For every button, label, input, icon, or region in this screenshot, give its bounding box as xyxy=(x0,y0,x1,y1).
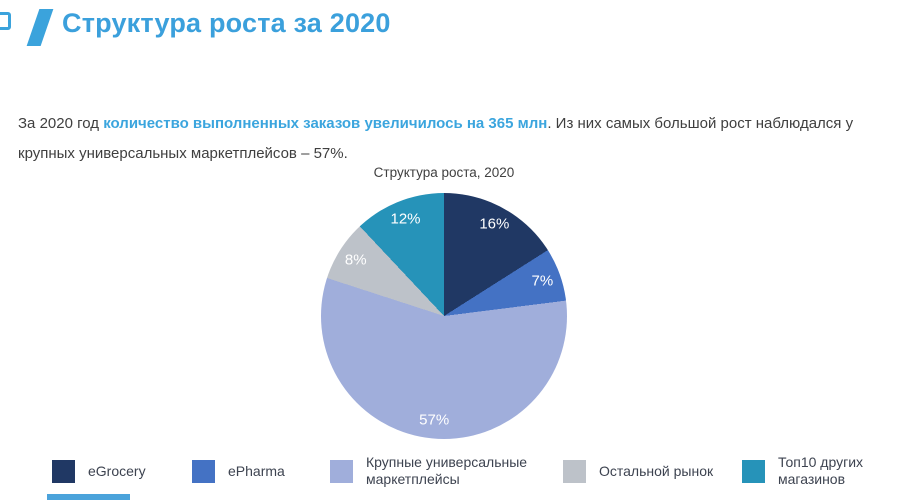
legend-swatch xyxy=(330,459,353,483)
page-title: Структура роста за 2020 xyxy=(62,8,391,38)
legend: eGrocery ePharma Крупные универсальные мар… xyxy=(0,448,900,500)
pie-slice-label: 57% xyxy=(419,411,450,429)
chart-title: Структура роста, 2020 xyxy=(373,165,515,180)
pie-slice-label: 16% xyxy=(479,215,510,233)
legend-label: Топ10 других магазинов xyxy=(778,454,864,487)
slash-icon xyxy=(26,9,54,46)
legend-item: Крупные универсальные маркетплейсы xyxy=(330,448,551,494)
legend-swatch xyxy=(52,459,75,483)
intro-text-after: . Из них самых большой рост наблюдался у… xyxy=(18,115,854,162)
legend-item: Топ10 других магазинов xyxy=(742,448,896,494)
intro-text: За 2020 год количество выполненных заказ… xyxy=(18,109,884,169)
legend-label: Крупные универсальные маркетплейсы xyxy=(366,454,528,487)
legend-label: Остальной рынок xyxy=(599,462,714,479)
pie-chart: 16% 7% 57% 8% 12% xyxy=(321,193,567,439)
legend-swatch xyxy=(742,459,765,483)
pie-slice-label: 8% xyxy=(344,251,367,269)
legend-item: eGrocery xyxy=(52,448,146,494)
pie-slice-label: 12% xyxy=(390,210,421,228)
legend-swatch xyxy=(192,459,215,483)
pie-slice-label: 7% xyxy=(531,272,554,290)
intro-text-before: За 2020 год xyxy=(18,115,104,132)
cropped-digit-fragment xyxy=(0,12,11,30)
legend-item: Остальной рынок xyxy=(563,448,713,494)
legend-swatch xyxy=(563,459,586,483)
legend-label: ePharma xyxy=(228,462,285,479)
bottom-accent-bar xyxy=(47,494,130,500)
legend-item: ePharma xyxy=(192,448,285,494)
intro-highlight: количество выполненных заказов увеличило… xyxy=(103,115,548,132)
legend-label: eGrocery xyxy=(88,462,146,479)
